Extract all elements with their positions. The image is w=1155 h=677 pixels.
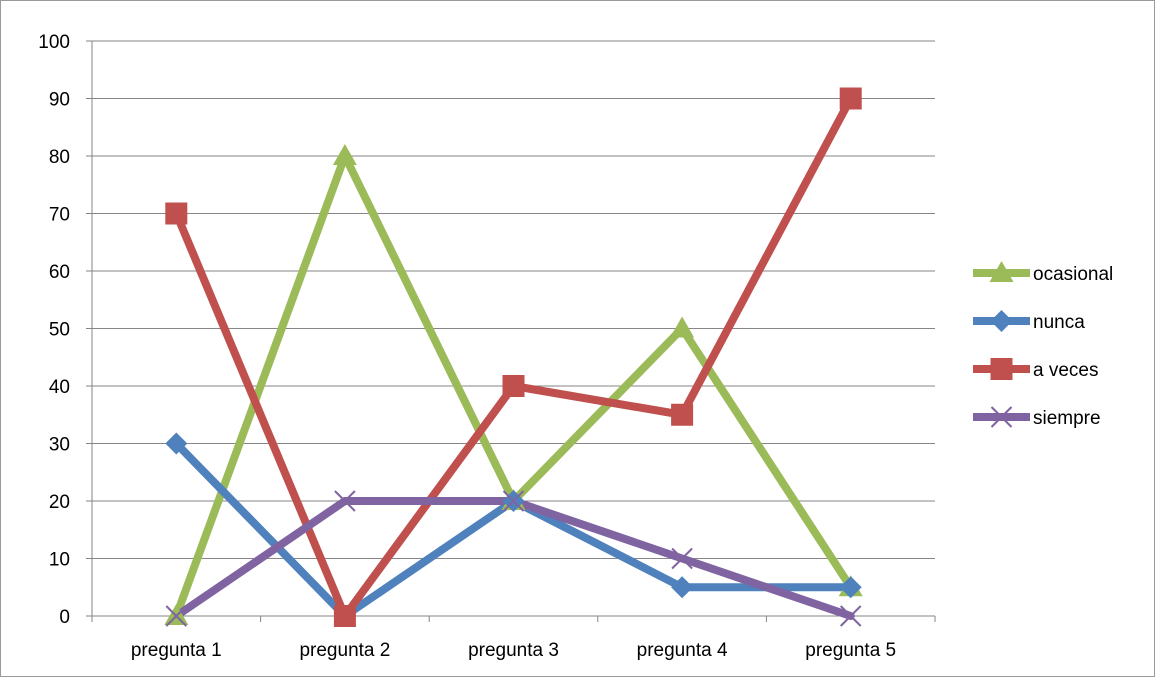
legend-marker-ocasional	[989, 261, 1014, 282]
legend-label-a-veces: a veces	[1033, 360, 1098, 381]
x-tick-label: pregunta 5	[805, 640, 896, 661]
y-tick-label: 0	[59, 607, 70, 628]
y-tick-label: 10	[49, 550, 70, 571]
legend-marker-siempre	[990, 406, 1013, 428]
legend-marker-nunca	[990, 310, 1013, 332]
data-point-a-veces	[165, 202, 188, 225]
legend-label-nunca: nunca	[1033, 312, 1085, 333]
y-tick-label: 70	[49, 205, 70, 226]
x-marker-stroke	[839, 605, 862, 627]
x-tick-labels: pregunta 1 pregunta 2 pregunta 3 pregunta 4…	[131, 640, 896, 661]
x-tick-label: pregunta 4	[637, 640, 728, 661]
data-point-siempre	[502, 490, 525, 512]
x-marker-stroke	[165, 605, 188, 627]
x-tick-label: pregunta 3	[468, 640, 559, 661]
series-line-a-veces	[172, 94, 855, 620]
gridlines	[92, 40, 935, 559]
y-tick-label: 80	[49, 147, 70, 168]
data-point-ocasional	[332, 144, 357, 165]
x-marker-stroke	[990, 406, 1013, 428]
x-tick-label: pregunta 2	[299, 640, 390, 661]
y-tick-label: 90	[49, 90, 70, 111]
data-point-ocasional	[670, 316, 695, 338]
data-point-siempre	[165, 605, 188, 627]
series-line-nunca	[172, 439, 855, 620]
legend: ocasional nunca a veces siempre	[973, 261, 1113, 429]
legend-marker-a-veces	[990, 358, 1013, 380]
series-markers	[164, 87, 863, 627]
x-marker-stroke	[671, 547, 693, 570]
data-point-siempre	[334, 490, 356, 512]
y-tick-label: 20	[49, 492, 70, 513]
x-marker-stroke	[334, 490, 356, 512]
data-point-nunca	[671, 576, 694, 599]
data-point-nunca	[165, 432, 188, 455]
x-tick-label: pregunta 1	[131, 640, 222, 661]
legend-label-ocasional: ocasional	[1033, 264, 1113, 285]
y-tick-label: 100	[38, 32, 70, 53]
y-tick-label: 50	[49, 320, 70, 341]
data-point-a-veces	[839, 87, 862, 110]
data-point-ocasional	[164, 604, 189, 625]
y-tick-labels: 0 10 20 30 40 50 60 70 80 90 100	[38, 32, 70, 628]
data-point-nunca	[839, 576, 862, 599]
x-marker-stroke	[502, 490, 525, 512]
y-tick-label: 60	[49, 262, 70, 283]
data-point-a-veces	[333, 605, 356, 627]
series-lines	[172, 94, 855, 620]
y-tick-label: 40	[49, 377, 70, 398]
data-point-siempre	[839, 605, 862, 627]
data-point-a-veces	[502, 375, 525, 397]
axes	[86, 40, 936, 622]
legend-label-siempre: siempre	[1033, 408, 1101, 429]
data-point-siempre	[671, 547, 693, 570]
y-tick-label: 30	[49, 435, 70, 456]
data-point-a-veces	[671, 403, 694, 426]
